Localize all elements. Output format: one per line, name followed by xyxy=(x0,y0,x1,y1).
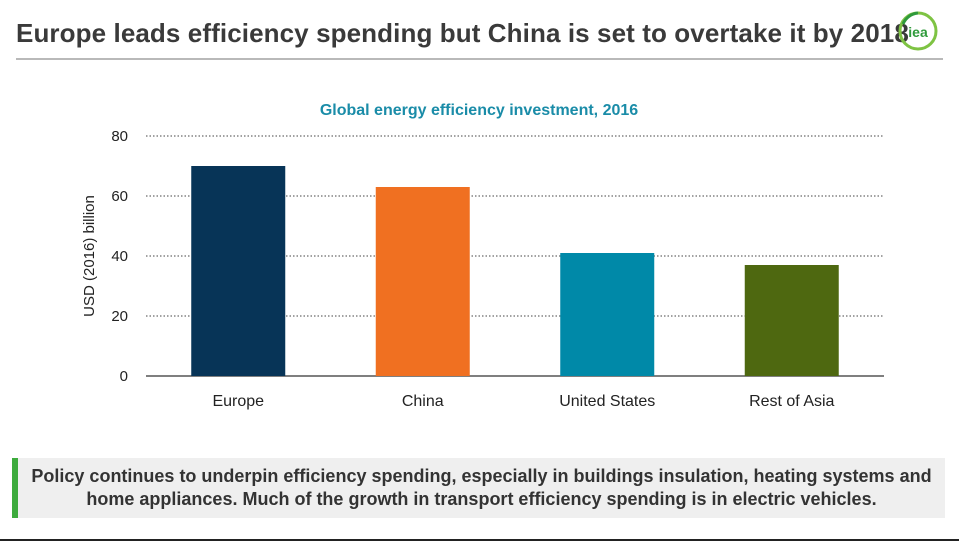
key-message-text: Policy continues to underpin efficiency … xyxy=(31,466,932,509)
bar-chart: Global energy efficiency investment, 201… xyxy=(81,102,884,410)
bar-china xyxy=(375,187,470,376)
y-tick-label: 40 xyxy=(111,248,128,265)
chart-area: Global energy efficiency investment, 201… xyxy=(0,90,959,420)
bar-rest-of-asia xyxy=(744,265,839,376)
y-axis-label: USD (2016) billion xyxy=(81,195,98,317)
x-tick-label: Rest of Asia xyxy=(749,393,834,410)
bar-united-states xyxy=(560,253,655,376)
x-tick-label: China xyxy=(402,393,444,410)
title-divider xyxy=(16,58,943,60)
page-title: Europe leads efficiency spending but Chi… xyxy=(16,18,909,48)
bottom-divider xyxy=(0,539,959,541)
bar-europe xyxy=(191,166,286,376)
y-tick-label: 0 xyxy=(120,368,128,385)
key-message-box: Policy continues to underpin efficiency … xyxy=(12,458,945,518)
x-tick-label: Europe xyxy=(212,393,264,410)
x-tick-label: United States xyxy=(559,393,655,410)
chart-title: Global energy efficiency investment, 201… xyxy=(320,102,638,119)
y-tick-label: 80 xyxy=(111,128,128,145)
y-tick-label: 60 xyxy=(111,188,128,205)
iea-logo-icon: iea xyxy=(898,11,938,51)
logo-text: iea xyxy=(908,24,928,40)
y-tick-label: 20 xyxy=(111,308,128,325)
